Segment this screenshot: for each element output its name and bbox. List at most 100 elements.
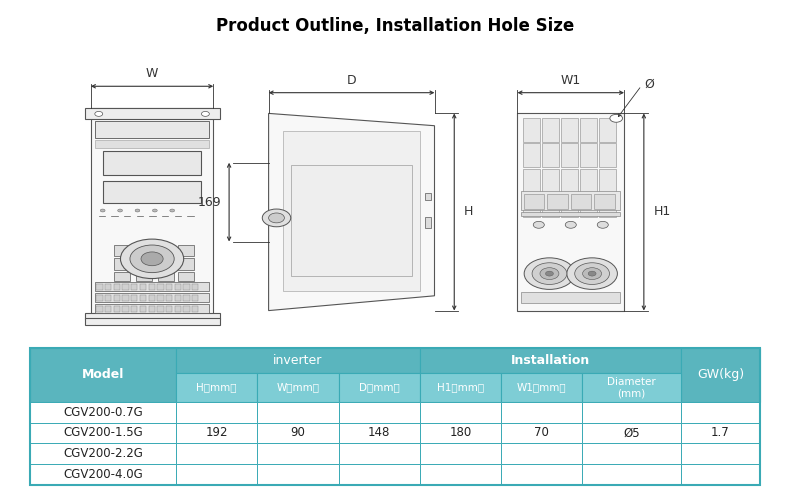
Circle shape [567,258,618,289]
Text: inverter: inverter [273,354,322,367]
Bar [339,423,419,443]
Bar [95,140,209,148]
Bar [600,143,616,167]
Bar [166,295,172,301]
Polygon shape [269,113,434,311]
Bar [523,143,540,167]
Bar [176,402,258,423]
Bar [581,118,597,142]
Bar [419,443,501,464]
Bar [521,212,620,216]
Bar [149,295,155,301]
Bar [30,443,176,464]
Text: 70: 70 [534,426,549,439]
Bar [140,295,146,301]
Bar [192,284,198,290]
Bar [166,284,172,290]
Bar [258,373,339,402]
Text: CGV200-0.7G: CGV200-0.7G [63,406,143,419]
Circle shape [566,221,576,228]
Circle shape [135,209,140,212]
Bar [192,306,198,312]
Bar [681,402,760,423]
Circle shape [610,114,623,122]
Bar [176,464,258,485]
Bar [140,284,146,290]
Bar [95,121,209,138]
Bar [681,443,760,464]
Circle shape [575,263,610,284]
Circle shape [122,142,128,146]
Bar [175,306,181,312]
Bar [419,464,501,485]
Text: 169: 169 [198,196,221,209]
Bar [30,402,176,423]
Bar [179,245,194,256]
Bar [581,194,597,217]
Bar [542,169,559,192]
Circle shape [121,239,183,279]
Bar [425,217,431,228]
Bar [339,402,419,423]
Circle shape [597,221,608,228]
Text: H（mm）: H（mm） [197,383,237,392]
Bar [85,108,220,119]
Bar [681,423,760,443]
Bar [681,348,760,402]
Bar [523,194,540,217]
Text: W（mm）: W（mm） [276,383,319,392]
Text: CGV200-4.0G: CGV200-4.0G [63,468,143,481]
Text: 1.7: 1.7 [711,426,730,439]
Bar [600,194,616,217]
Bar [425,193,431,200]
Text: Ø5: Ø5 [623,426,640,439]
Bar [114,284,120,290]
Bar [582,464,681,485]
Circle shape [588,271,596,276]
Text: CGV200-2.2G: CGV200-2.2G [63,447,143,460]
Text: W: W [146,68,158,80]
Bar [96,284,103,290]
Text: D: D [347,74,356,87]
Bar [561,118,578,142]
Text: 192: 192 [205,426,228,439]
Text: W1: W1 [561,74,581,87]
Bar [542,118,559,142]
Bar [291,165,412,276]
Bar [115,245,130,256]
Circle shape [262,209,291,227]
Bar [561,169,578,192]
Bar [30,423,176,443]
Bar [115,272,130,281]
Bar [95,304,209,313]
Circle shape [532,263,567,284]
Text: H1: H1 [653,206,671,218]
Bar [501,423,582,443]
Circle shape [170,209,175,212]
Bar [176,443,258,464]
Circle shape [269,213,284,223]
Bar [501,443,582,464]
Text: Product Outline, Installation Hole Size: Product Outline, Installation Hole Size [216,17,574,35]
Bar [176,423,258,443]
Bar [157,284,164,290]
Bar [521,292,620,303]
Bar [339,464,419,485]
Bar [542,194,559,217]
Bar [95,293,209,302]
Bar [594,194,615,209]
Bar [30,348,760,485]
Text: H: H [464,206,473,218]
Circle shape [144,142,150,146]
Bar [517,113,624,311]
Bar [157,306,164,312]
Circle shape [95,111,103,116]
Circle shape [525,258,575,289]
Bar [419,423,501,443]
Bar [149,284,155,290]
Bar [258,464,339,485]
Bar [183,306,190,312]
Bar [103,151,201,175]
Text: Ø: Ø [644,77,654,90]
Bar [105,284,111,290]
